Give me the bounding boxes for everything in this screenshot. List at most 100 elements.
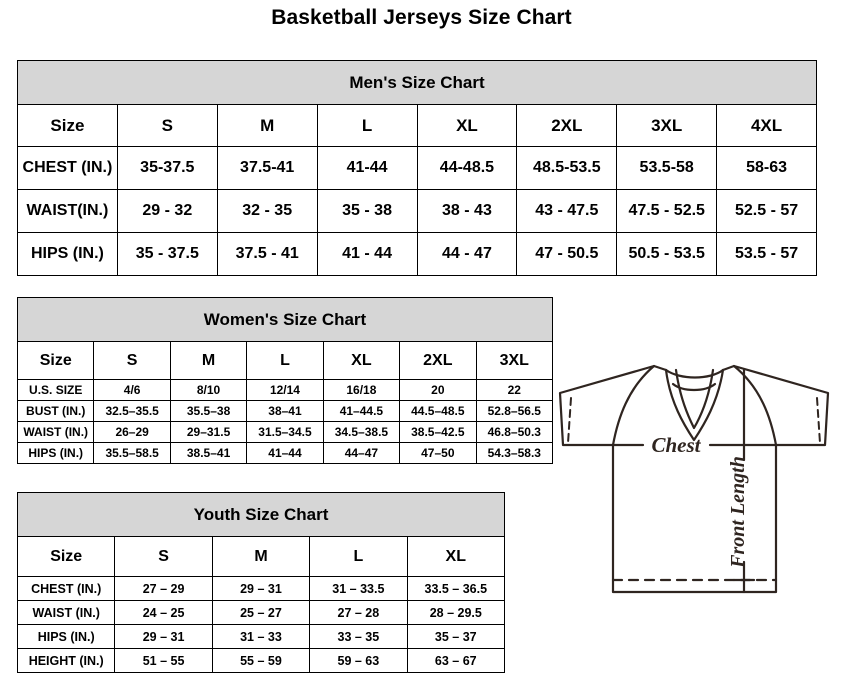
womens-row-label-hips: HIPS (IN.): [16, 442, 95, 464]
youth-chest-m: 29 – 31: [211, 576, 311, 601]
mens-header-l: L: [316, 104, 418, 147]
front-length-measurement-label: Front Length: [727, 456, 749, 569]
mens-waist-2xl: 43 - 47.5: [516, 189, 618, 233]
youth-chart-caption: Youth Size Chart: [17, 492, 505, 537]
table-row: HEIGHT (IN.) 51 – 55 55 – 59 59 – 63 63 …: [16, 648, 506, 673]
youth-size-chart-table: Youth Size Chart Size S M L XL CHEST (IN…: [16, 492, 506, 673]
womens-row-label-waist: WAIST (IN.): [16, 421, 95, 443]
mens-hips-xl: 44 - 47: [416, 232, 518, 276]
jersey-right-sleeve: [721, 364, 830, 447]
jersey-vneck-outer: [664, 368, 725, 442]
womens-header-s: S: [93, 341, 171, 380]
womens-waist-2xl: 38.5–42.5: [399, 421, 477, 443]
table-row: WAIST(IN.) 29 - 32 32 - 35 35 - 38 38 - …: [17, 189, 817, 233]
womens-bust-3xl: 52.8–56.5: [475, 400, 554, 422]
youth-height-xl: 63 – 67: [406, 648, 506, 673]
mens-header-size: Size: [17, 104, 118, 147]
womens-bust-s: 32.5–35.5: [93, 400, 171, 422]
jersey-vneck-inner: [674, 368, 715, 430]
mens-header-xl: XL: [416, 104, 518, 147]
womens-ussize-l: 12/14: [246, 379, 324, 401]
mens-chest-3xl: 53.5-58: [616, 146, 718, 190]
youth-header-l: L: [309, 536, 408, 577]
youth-height-m: 55 – 59: [211, 648, 311, 673]
womens-waist-l: 31.5–34.5: [246, 421, 324, 443]
youth-hips-m: 31 – 33: [211, 624, 311, 649]
table-row: HIPS (IN.) 35 - 37.5 37.5 - 41 41 - 44 4…: [17, 232, 817, 276]
youth-row-label-height: HEIGHT (IN.): [16, 648, 116, 673]
mens-waist-3xl: 47.5 - 52.5: [616, 189, 718, 233]
youth-waist-xl: 28 – 29.5: [406, 600, 506, 625]
womens-header-size: Size: [16, 341, 95, 380]
womens-caption-row: Women's Size Chart: [17, 297, 553, 342]
womens-ussize-s: 4/6: [93, 379, 171, 401]
mens-waist-4xl: 52.5 - 57: [716, 189, 817, 233]
youth-waist-l: 27 – 28: [309, 600, 408, 625]
jersey-collar-curve-outer: [664, 368, 725, 379]
womens-row-label-us-size: U.S. SIZE: [16, 379, 95, 401]
youth-caption-row: Youth Size Chart: [17, 492, 505, 537]
mens-size-chart-table: Men's Size Chart Size S M L XL 2XL 3XL 4…: [17, 60, 817, 276]
jersey-torso-outline: [611, 443, 778, 594]
womens-hips-2xl: 47–50: [399, 442, 477, 464]
womens-ussize-xl: 16/18: [322, 379, 401, 401]
youth-waist-s: 24 – 25: [114, 600, 213, 625]
womens-ussize-m: 8/10: [169, 379, 248, 401]
jersey-left-armhole: [611, 364, 656, 447]
youth-row-label-hips: HIPS (IN.): [16, 624, 116, 649]
womens-bust-l: 38–41: [246, 400, 324, 422]
mens-caption-row: Men's Size Chart: [17, 60, 817, 105]
table-row: HIPS (IN.) 35.5–58.5 38.5–41 41–44 44–47…: [16, 442, 554, 464]
mens-waist-l: 35 - 38: [316, 189, 418, 233]
mens-hips-s: 35 - 37.5: [116, 232, 218, 276]
youth-header-xl: XL: [406, 536, 506, 577]
mens-header-m: M: [216, 104, 318, 147]
chest-measurement-label: Chest: [651, 433, 701, 457]
youth-height-s: 51 – 55: [114, 648, 213, 673]
womens-hips-s: 35.5–58.5: [93, 442, 171, 464]
womens-bust-xl: 41–44.5: [322, 400, 401, 422]
mens-header-s: S: [116, 104, 218, 147]
jersey-right-armhole: [732, 364, 778, 447]
womens-bust-2xl: 44.5–48.5: [399, 400, 477, 422]
youth-chest-l: 31 – 33.5: [309, 576, 408, 601]
womens-header-xl: XL: [322, 341, 401, 380]
youth-row-label-chest: CHEST (IN.): [16, 576, 116, 601]
jersey-measurement-diagram: Chest Front Length: [518, 340, 843, 640]
youth-hips-s: 29 – 31: [114, 624, 213, 649]
mens-waist-m: 32 - 35: [216, 189, 318, 233]
mens-hips-l: 41 - 44: [316, 232, 418, 276]
womens-hips-l: 41–44: [246, 442, 324, 464]
table-row: CHEST (IN.) 35-37.5 37.5-41 41-44 44-48.…: [17, 146, 817, 190]
youth-header-row: Size S M L XL: [16, 536, 506, 577]
womens-header-2xl: 2XL: [399, 341, 477, 380]
table-row: BUST (IN.) 32.5–35.5 35.5–38 38–41 41–44…: [16, 400, 554, 422]
table-row: HIPS (IN.) 29 – 31 31 – 33 33 – 35 35 – …: [16, 624, 506, 649]
jersey-left-sleeve-hem: [567, 397, 572, 444]
mens-chest-2xl: 48.5-53.5: [516, 146, 618, 190]
mens-row-label-hips: HIPS (IN.): [17, 232, 118, 276]
youth-chest-xl: 33.5 – 36.5: [406, 576, 506, 601]
womens-waist-xl: 34.5–38.5: [322, 421, 401, 443]
mens-header-row: Size S M L XL 2XL 3XL 4XL: [17, 104, 817, 147]
youth-height-l: 59 – 63: [309, 648, 408, 673]
youth-chest-s: 27 – 29: [114, 576, 213, 601]
jersey-right-sleeve-hem: [816, 397, 821, 444]
womens-header-3xl: 3XL: [475, 341, 554, 380]
mens-chest-s: 35-37.5: [116, 146, 218, 190]
womens-waist-m: 29–31.5: [169, 421, 248, 443]
womens-header-row: Size S M L XL 2XL 3XL: [16, 341, 554, 380]
mens-header-4xl: 4XL: [716, 104, 817, 147]
mens-chest-xl: 44-48.5: [416, 146, 518, 190]
youth-header-size: Size: [16, 536, 116, 577]
womens-chart-caption: Women's Size Chart: [17, 297, 553, 342]
womens-hips-3xl: 54.3–58.3: [475, 442, 554, 464]
mens-header-3xl: 3XL: [616, 104, 718, 147]
womens-waist-s: 26–29: [93, 421, 171, 443]
page-title: Basketball Jerseys Size Chart: [271, 6, 572, 29]
mens-hips-m: 37.5 - 41: [216, 232, 318, 276]
womens-hips-m: 38.5–41: [169, 442, 248, 464]
mens-hips-2xl: 47 - 50.5: [516, 232, 618, 276]
jersey-collar-curve-inner: [671, 382, 717, 392]
